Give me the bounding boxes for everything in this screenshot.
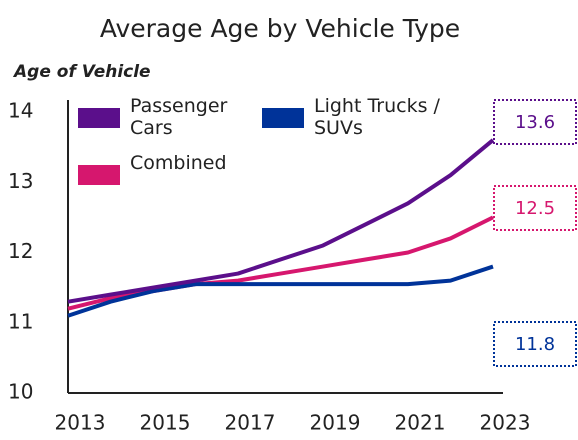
y-tick-label: 11 [8, 309, 33, 333]
series-line [67, 264, 494, 318]
legend-swatch [78, 108, 120, 128]
value-label: 12.5 [515, 198, 555, 219]
y-tick-label: 12 [8, 239, 33, 263]
legend-swatch [262, 108, 304, 128]
x-tick-label: 2023 [480, 411, 531, 435]
legend-label: Combined [130, 152, 227, 174]
series-line [67, 138, 495, 304]
value-label: 11.8 [515, 334, 555, 355]
value-label-box [493, 185, 577, 231]
x-tick-label: 2013 [55, 411, 106, 435]
chart-title: Average Age by Vehicle Type [100, 14, 460, 43]
x-tick-label: 2021 [395, 411, 446, 435]
legend-label: Passenger Cars [130, 95, 228, 139]
y-tick-label: 13 [8, 169, 33, 193]
x-tick-label: 2019 [310, 411, 361, 435]
legend-label: Light Trucks / SUVs [314, 95, 440, 139]
value-label: 13.6 [515, 112, 555, 133]
y-tick-label: 14 [8, 99, 33, 123]
legend-swatch [78, 165, 120, 185]
y-axis-label: Age of Vehicle [12, 62, 151, 82]
value-label-box [493, 99, 577, 145]
x-tick-label: 2017 [225, 411, 276, 435]
x-tick-label: 2015 [140, 411, 191, 435]
y-tick-label: 10 [8, 380, 33, 404]
value-label-box [493, 321, 577, 367]
